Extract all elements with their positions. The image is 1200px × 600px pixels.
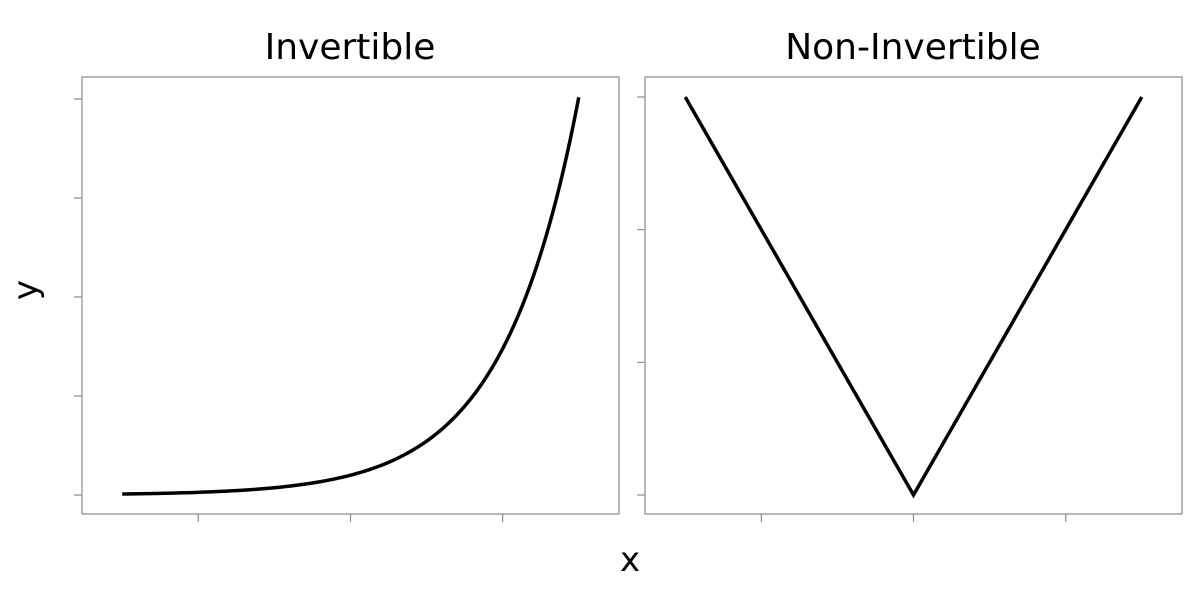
panel-non-invertible <box>637 76 1183 522</box>
series-line-invertible <box>122 96 581 496</box>
y-axis-label: y <box>6 279 47 301</box>
plot-frame-invertible <box>81 76 620 515</box>
panel-invertible <box>74 76 620 522</box>
panel-title-non-invertible: Non-Invertible <box>785 27 1041 68</box>
series-line-non-invertible <box>683 96 1144 499</box>
plot-frame-non-invertible <box>644 76 1183 515</box>
panel-title-invertible: Invertible <box>264 27 436 68</box>
x-axis-label: x <box>619 540 641 580</box>
